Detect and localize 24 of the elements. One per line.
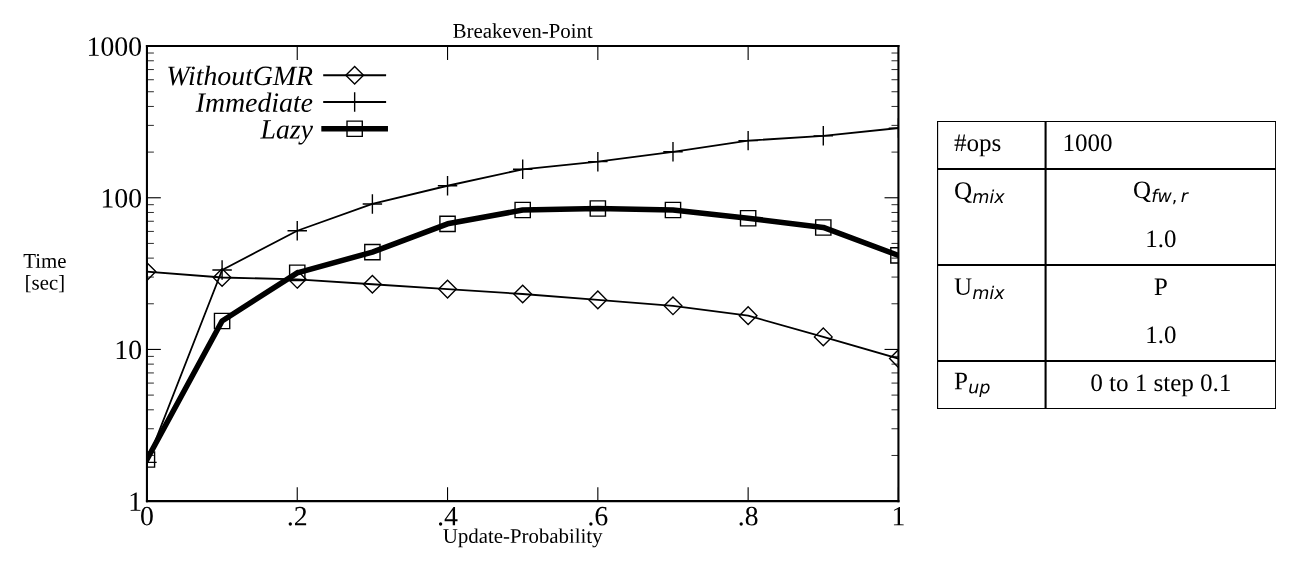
text: #ops	[954, 134, 1001, 157]
x-tick-label: 1	[893, 506, 904, 526]
x-tick-label: 0	[141, 506, 153, 526]
text: P 1.0	[1147, 278, 1176, 344]
text: P$_{up}$	[954, 372, 990, 397]
y-tick-label: 100	[102, 188, 142, 208]
legend-label: Lazy	[260, 120, 313, 145]
text: 0 to 1 step 0.1	[1091, 374, 1230, 397]
x-tick-label: .8	[739, 506, 758, 526]
text: Q$_{mix}$	[955, 182, 1005, 203]
x-tick-label: .2	[288, 506, 307, 526]
text: Q$_{fw,r}$ 1.0	[1134, 181, 1189, 248]
text: U$_{mix}$	[954, 278, 1005, 299]
y-tick-label: 10	[116, 340, 142, 360]
x-axis-title: Update-Probability	[443, 528, 603, 548]
x-tick-label: .6	[589, 506, 608, 526]
y-tick-label: 1000	[88, 37, 142, 56]
chart-title: Breakeven-Point	[453, 23, 593, 38]
legend-label: Immediate	[195, 92, 313, 112]
legend-label: WithoutGMR	[168, 65, 313, 86]
y-axis-title: Time [sec]	[23, 253, 66, 293]
y-tick-label: 1	[130, 492, 141, 511]
x-tick-label: .4	[438, 506, 458, 526]
text: 1000	[1064, 134, 1112, 152]
